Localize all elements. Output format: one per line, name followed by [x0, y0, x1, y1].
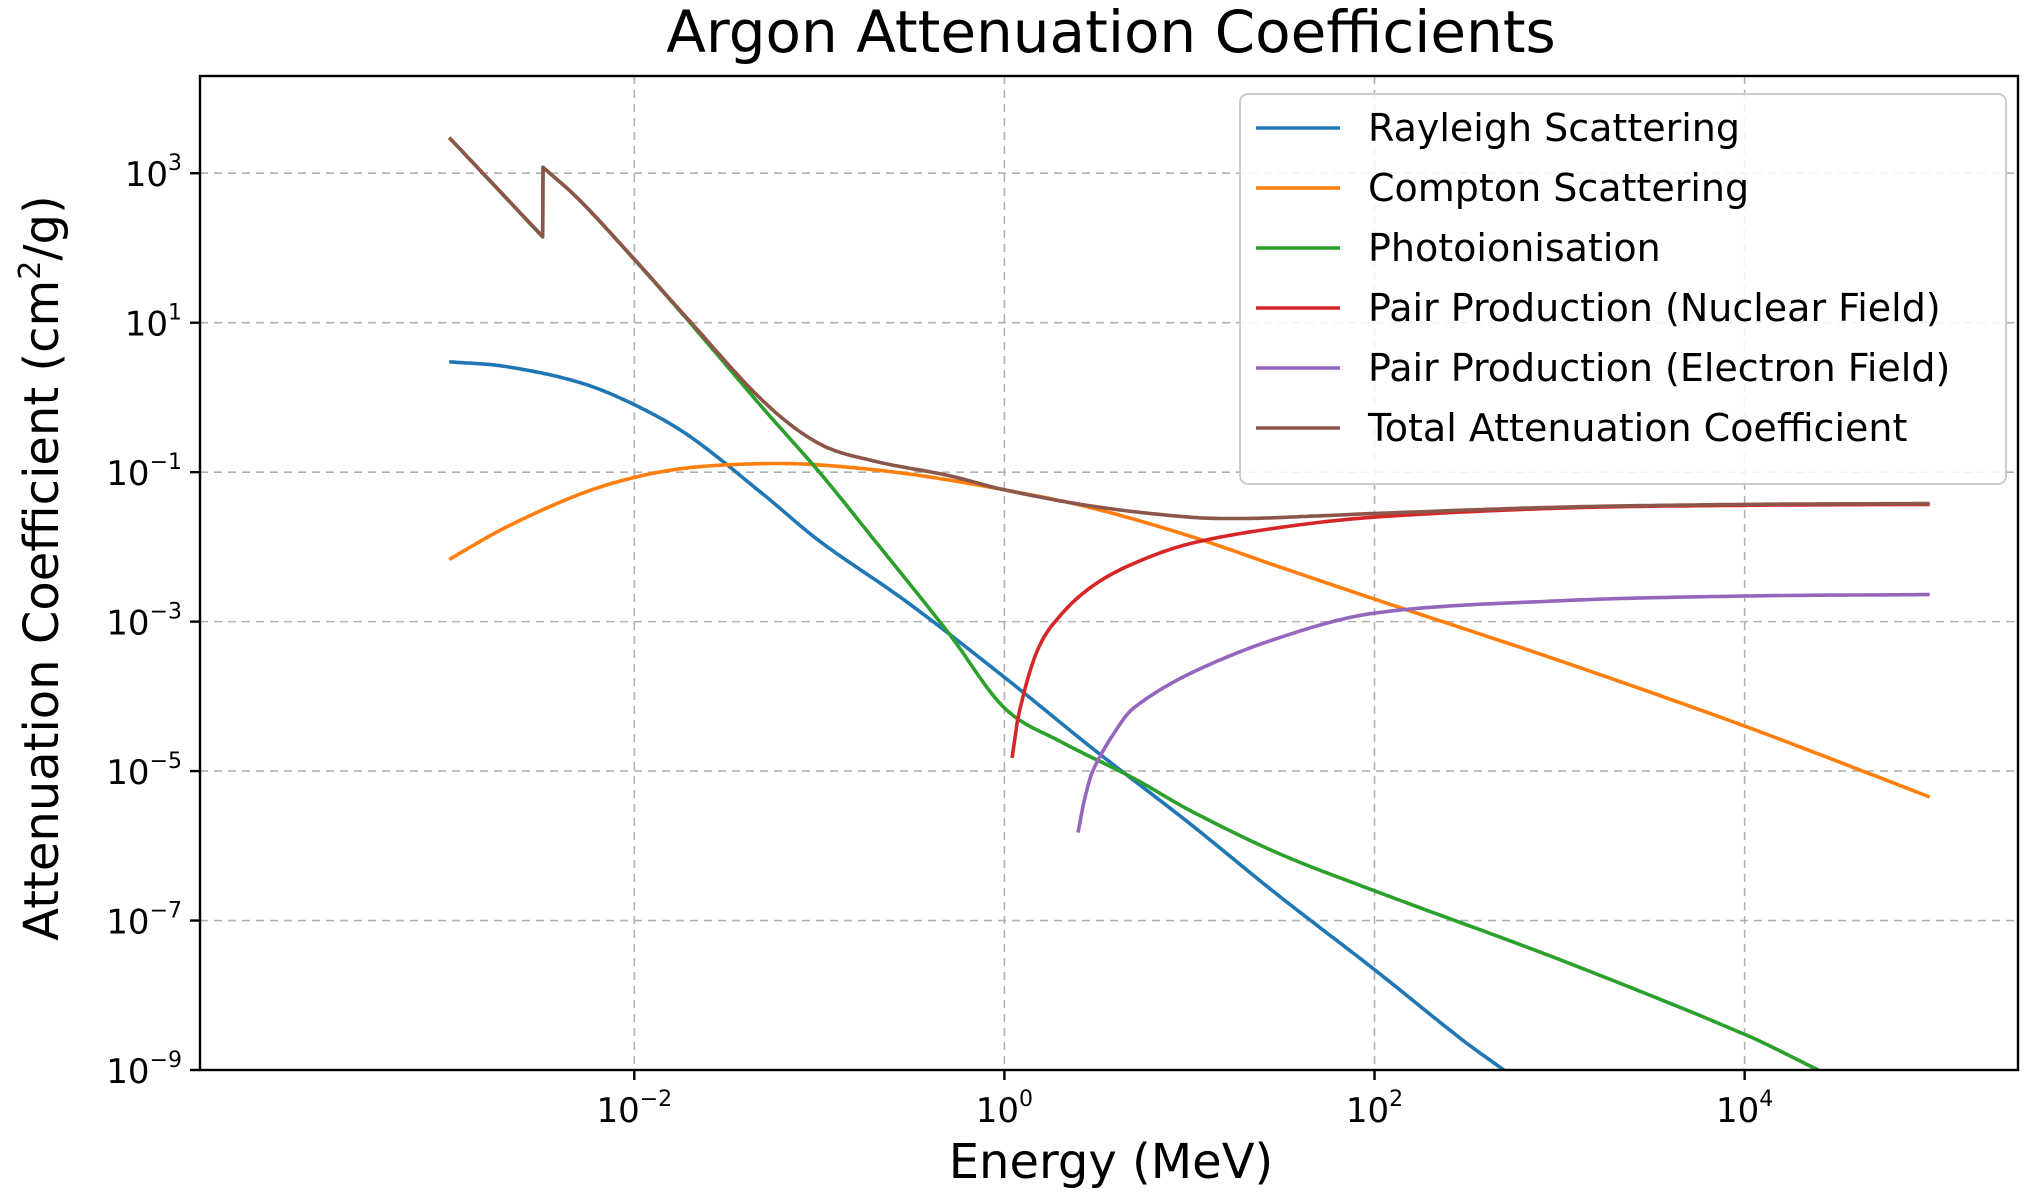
series-line-total-attenuation-coefficient	[447, 136, 1930, 521]
y-axis-label-unit: /g)	[14, 195, 70, 260]
x-tick-label: 100	[976, 1087, 1033, 1131]
x-axis-label: Energy (MeV)	[949, 1134, 1274, 1190]
legend-label: Compton Scattering	[1368, 166, 1749, 210]
y-axis-label-superscript: 2	[13, 261, 48, 280]
y-axis-label: Attenuation Coefficient (cm2/g)	[13, 195, 70, 941]
y-tick-label: 10−3	[106, 600, 182, 644]
legend-label: Pair Production (Nuclear Field)	[1368, 286, 1941, 330]
legend: Rayleigh Scattering Compton Scattering Pho…	[1239, 93, 2007, 485]
series-line-pair-production-electron-field	[1076, 592, 1930, 834]
plot-lines	[447, 136, 1931, 1070]
axes: 10−2 100 102 104 10−9 10−7 10−5 10−3 10−1 101 103	[106, 74, 2020, 1131]
y-tick-label: 10−7	[106, 899, 182, 943]
y-tick-label: 10−1	[106, 450, 182, 494]
x-tick-label: 10−2	[596, 1087, 672, 1131]
x-tick-label: 104	[1716, 1087, 1773, 1131]
series-line-compton-scattering	[448, 461, 1931, 799]
plot-frame	[198, 74, 2020, 1072]
y-tick-label: 101	[125, 301, 182, 345]
legend-box	[1239, 93, 2007, 485]
y-tick-label: 10−9	[106, 1048, 182, 1092]
legend-label: Photoionisation	[1368, 226, 1661, 270]
chart-title: Argon Attenuation Coefficients	[666, 0, 1556, 66]
legend-label: Total Attenuation Coefficient	[1367, 406, 1907, 450]
series-line-rayleigh-scattering	[449, 360, 1505, 1070]
y-tick-label: 103	[125, 151, 182, 195]
legend-label: Pair Production (Electron Field)	[1368, 346, 1950, 390]
x-tick-label: 102	[1346, 1087, 1403, 1131]
y-axis-label-main: Attenuation Coefficient (cm	[14, 280, 70, 941]
y-tick-label: 10−5	[106, 749, 182, 793]
legend-label: Rayleigh Scattering	[1368, 106, 1740, 150]
